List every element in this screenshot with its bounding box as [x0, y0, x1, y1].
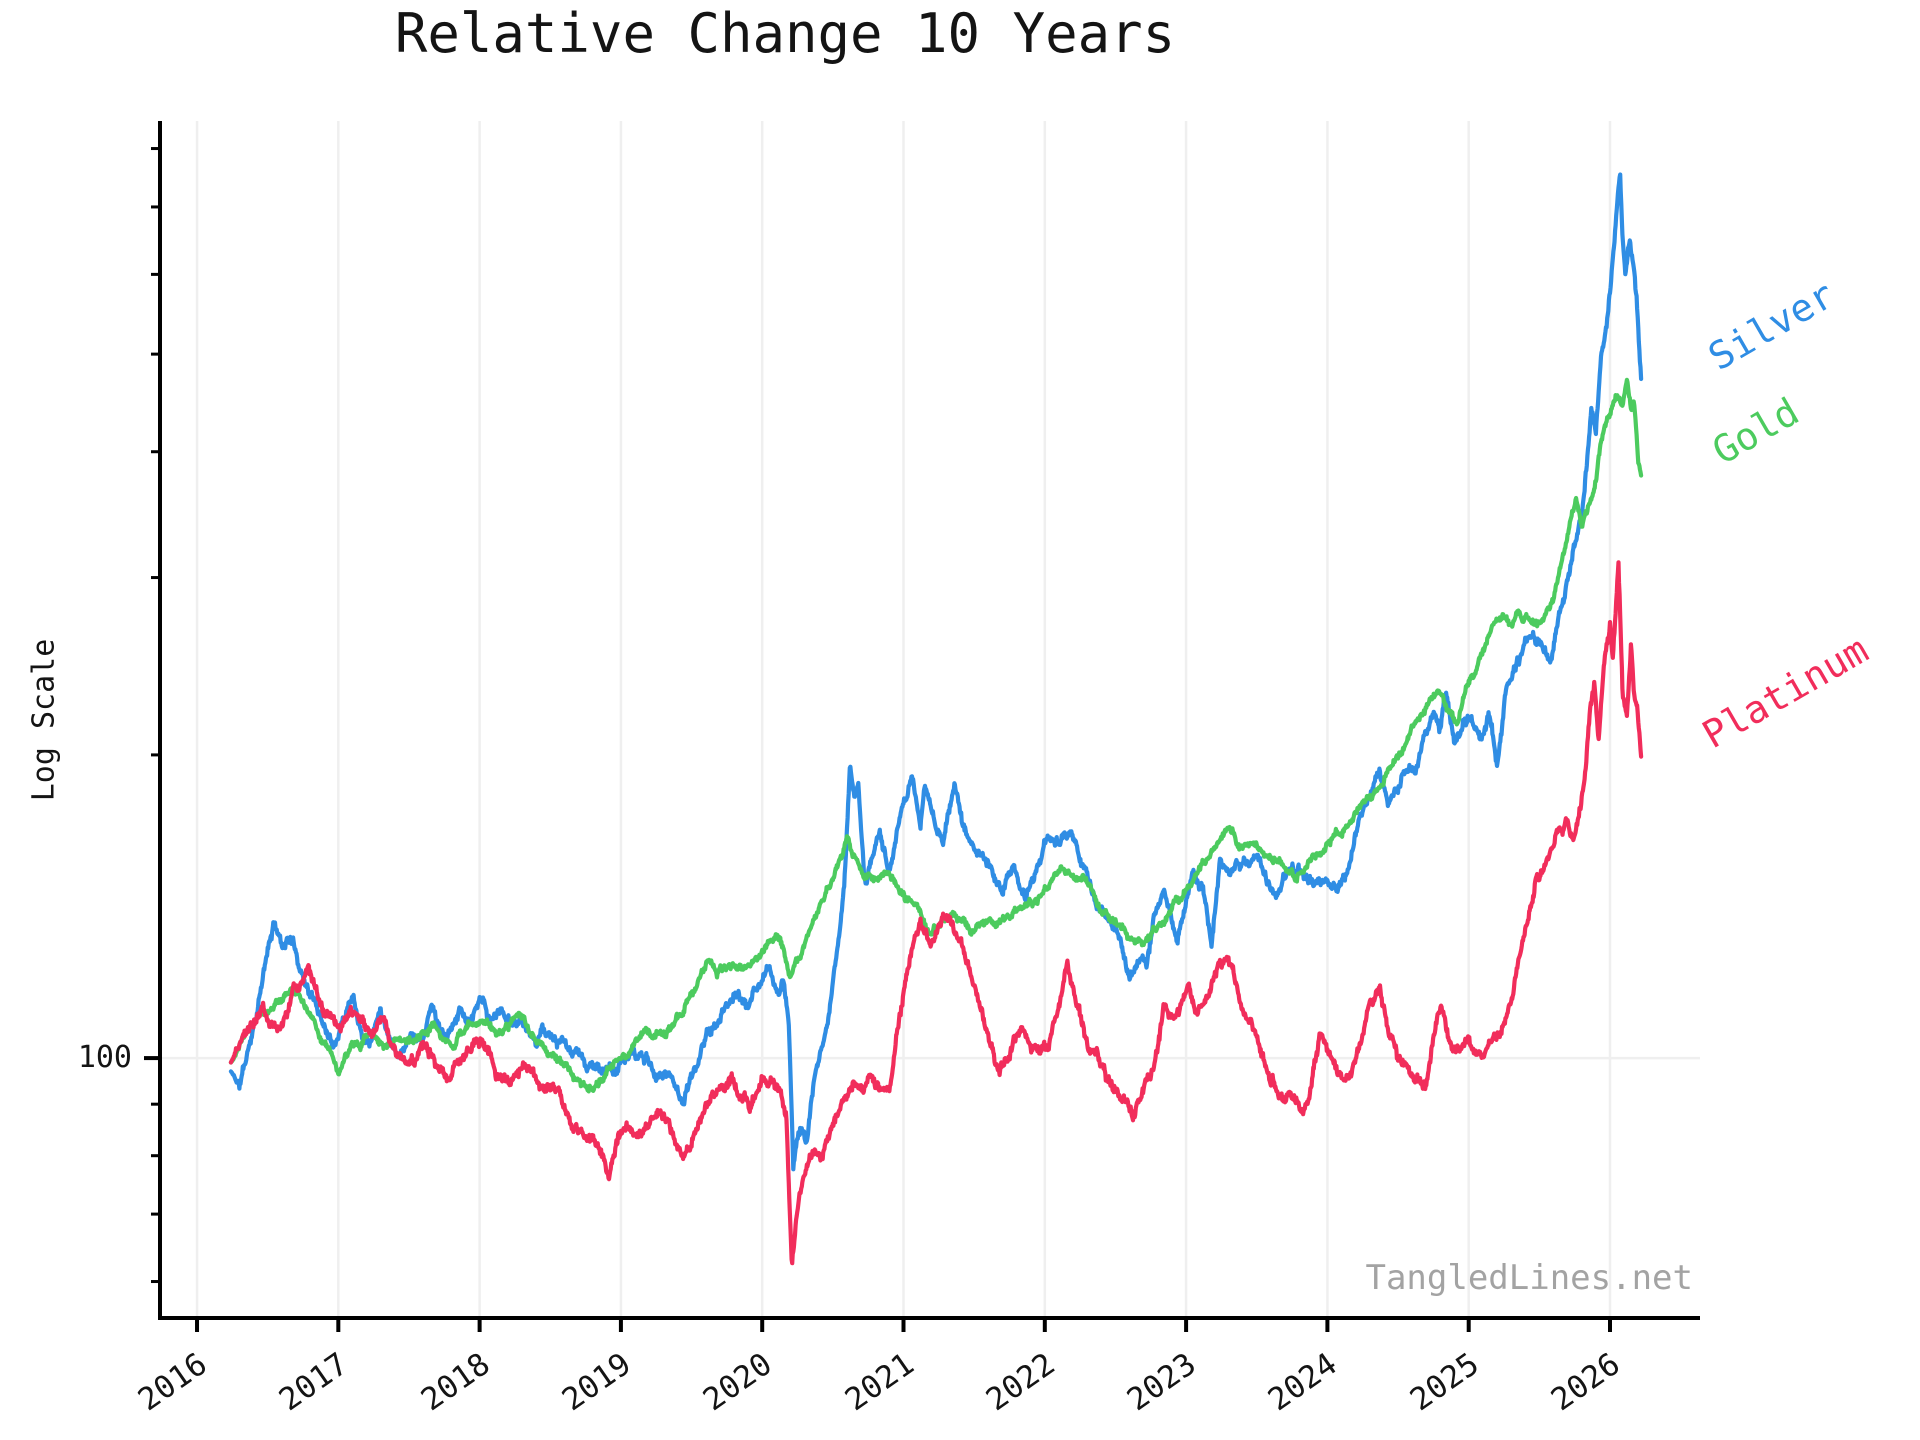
series-line-platinum	[228, 560, 1644, 1266]
y-tick-label-100: 100	[77, 1040, 132, 1075]
series-line-gold	[228, 377, 1644, 1094]
series-line-silver	[228, 172, 1644, 1172]
chart-title: Relative Change 10 Years	[394, 2, 1176, 65]
watermark: TangledLines.net	[1365, 1258, 1693, 1298]
y-axis-label: Log Scale	[26, 638, 62, 802]
